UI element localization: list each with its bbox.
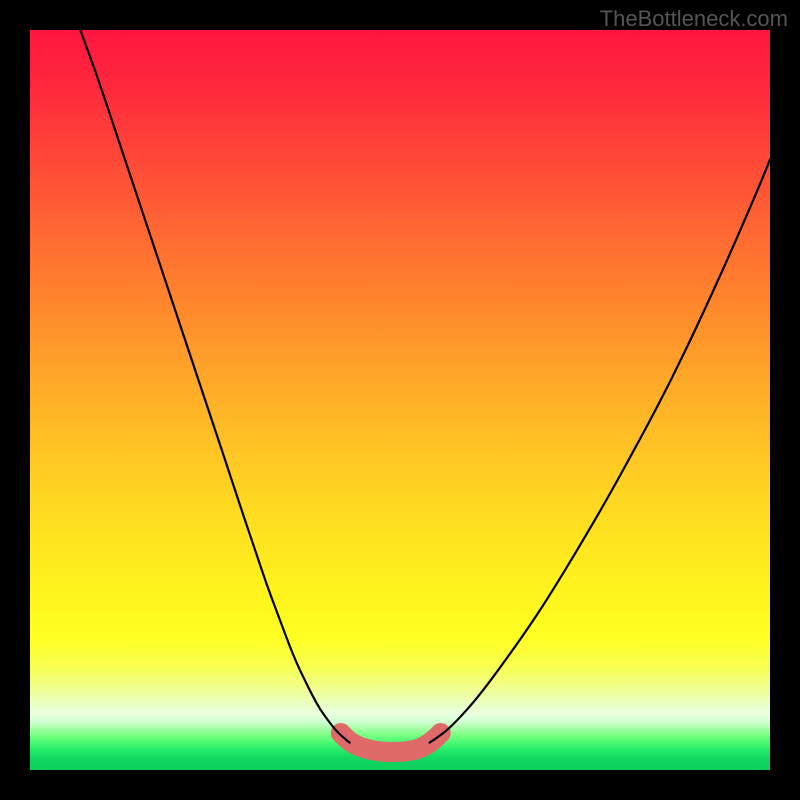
watermark-text: TheBottleneck.com: [600, 6, 788, 32]
bottleneck-curve-chart: [30, 30, 770, 770]
chart-background-gradient: [30, 30, 770, 770]
chart-plot-area: [30, 30, 770, 770]
